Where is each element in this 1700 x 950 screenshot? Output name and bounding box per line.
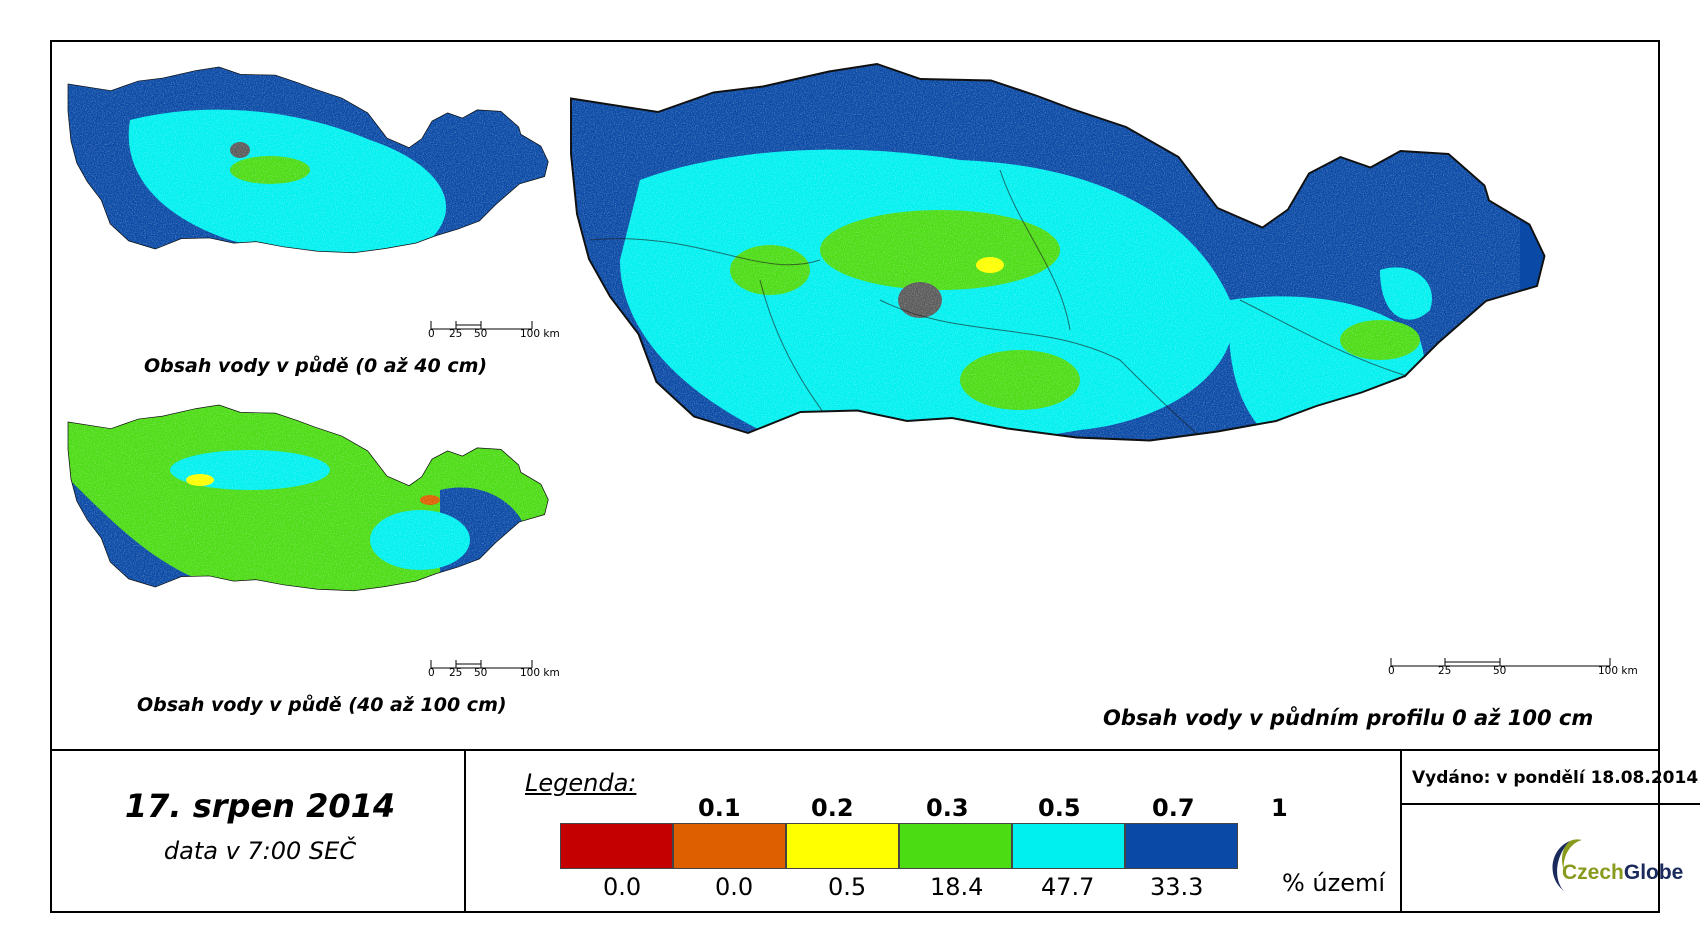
scalebar-bottom: 0 25 50 100 km (428, 659, 570, 683)
scale-tick: 0 (428, 667, 435, 679)
scale-tick: 0 (428, 328, 435, 340)
topsoil-moisture-map (67, 66, 549, 254)
legend-threshold: 0.3 (926, 794, 969, 822)
footer-panel: 17. srpen 2014 data v 7:00 SEČ Legenda: … (50, 749, 1700, 913)
logo-crescent-icon: CzechGlobe (1552, 839, 1683, 891)
forecast-date: 17. srpen 2014 (124, 787, 396, 825)
legend-threshold: 0.1 (698, 794, 741, 822)
scale-tick: 25 (449, 667, 463, 679)
legend-threshold: 1 (1271, 794, 1288, 822)
scale-tick: 100 km (520, 328, 560, 340)
scale-tick: 25 (1438, 665, 1452, 677)
legend-percent: 33.3 (1150, 873, 1204, 901)
top-map-caption: Obsah vody v půdě (0 až 40 cm) (144, 355, 488, 377)
legend-title: Legenda: (525, 769, 637, 797)
legend-percent: 0.5 (828, 873, 867, 901)
czechglobe-logo: CzechGlobe (1540, 829, 1700, 901)
divider (464, 751, 466, 913)
scale-tick: 50 (474, 667, 488, 679)
scalebar-top: 0 25 50 100 km (428, 320, 570, 344)
scale-tick: 0 (1388, 665, 1395, 677)
scale-tick: 100 km (520, 667, 560, 679)
legend-swatch (1125, 823, 1238, 869)
legend-percent: 47.7 (1041, 873, 1095, 901)
legend-percent: 0.0 (715, 873, 754, 901)
scale-tick: 25 (449, 328, 463, 340)
data-time: data v 7:00 SEČ (163, 837, 357, 865)
main-soil-moisture-map (570, 63, 1546, 442)
main-map-caption: Obsah vody v půdním profilu 0 až 100 cm (1103, 706, 1594, 730)
scalebar-main: 0 25 50 100 km (1388, 657, 1638, 683)
scale-tick: 50 (1493, 665, 1507, 677)
legend-swatch (786, 823, 899, 869)
bottom-map-caption: Obsah vody v půdě (40 až 100 cm) (137, 694, 507, 716)
scale-tick: 50 (474, 328, 488, 340)
map-frame (50, 40, 1660, 913)
legend-percent: 0.0 (603, 873, 642, 901)
divider (1402, 803, 1700, 805)
divider (1400, 751, 1402, 913)
issued-date: Vydáno: v pondělí 18.08.2014 (1412, 768, 1699, 788)
legend-swatch (899, 823, 1012, 869)
legend-swatch (560, 823, 673, 869)
legend-threshold: 0.7 (1152, 794, 1195, 822)
svg-text:CzechGlobe: CzechGlobe (1562, 861, 1683, 884)
legend-swatch (673, 823, 786, 869)
legend-threshold: 0.2 (811, 794, 854, 822)
scale-tick: 100 km (1598, 665, 1638, 677)
legend-unit: % území (1282, 869, 1386, 897)
legend-percent: 18.4 (930, 873, 984, 901)
legend-swatch (1012, 823, 1125, 869)
subsoil-moisture-map (67, 404, 549, 592)
legend-threshold: 0.5 (1038, 794, 1081, 822)
